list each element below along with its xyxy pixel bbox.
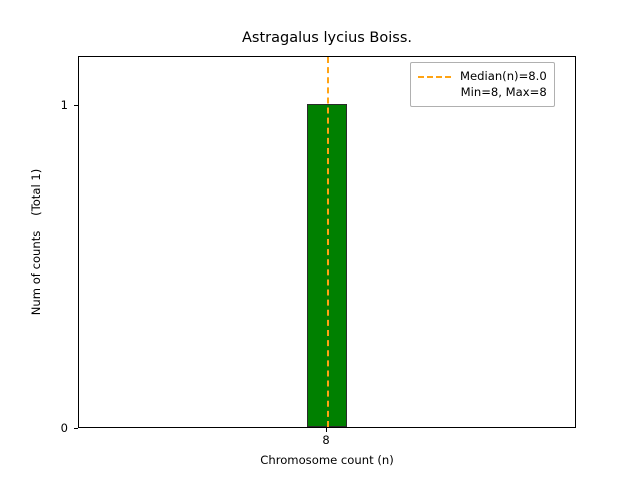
xtick-mark-8 — [326, 428, 327, 432]
plot-area — [78, 56, 576, 428]
y-axis-label: Num of counts (Total 1) — [29, 168, 43, 316]
dashed-line-icon — [418, 68, 451, 84]
ytick-mark-0 — [74, 428, 78, 429]
x-axis-label: Chromosome count (n) — [260, 453, 394, 467]
legend-entry-minmax: Min=8, Max=8 — [418, 84, 547, 100]
legend-entry-median: Median(n)=8.0 — [418, 68, 547, 84]
chart-legend: Median(n)=8.0 Min=8, Max=8 — [410, 62, 555, 107]
ytick-mark-1 — [74, 104, 78, 106]
legend-label-minmax: Min=8, Max=8 — [460, 85, 547, 99]
ytick-label-0: 0 — [60, 421, 68, 435]
chart-title: Astragalus lycius Boiss. — [241, 30, 412, 46]
legend-label-median: Median(n)=8.0 — [460, 69, 547, 83]
ytick-label-1: 1 — [60, 97, 68, 112]
bar-series — [79, 57, 575, 427]
xtick-label-8: 8 — [322, 433, 330, 447]
median-line — [327, 57, 329, 427]
